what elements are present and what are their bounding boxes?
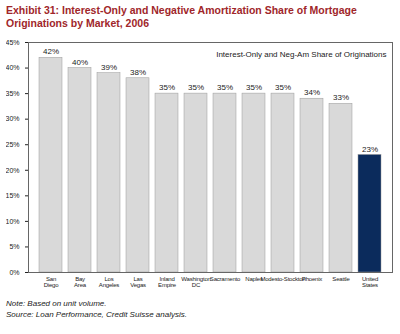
svg-text:BayArea: BayArea <box>74 276 87 288</box>
svg-text:0%: 0% <box>9 269 19 276</box>
svg-text:38%: 38% <box>130 68 146 77</box>
html-text:Exhibit 31: Interest-Only and: Exhibit 31: Interest-Only and Negative A… <box>6 4 357 29</box>
svg-text:SanDiego: SanDiego <box>44 276 60 288</box>
svg-text:WashingtonDC: WashingtonDC <box>181 276 210 288</box>
svg-text:InlandEmpire: InlandEmpire <box>158 276 177 288</box>
svg-text:35%: 35% <box>159 83 175 92</box>
svg-text:45%: 45% <box>6 39 20 46</box>
svg-text:35%: 35% <box>188 83 204 92</box>
svg-text:Sacramento: Sacramento <box>210 276 241 282</box>
svg-text:20%: 20% <box>6 167 20 174</box>
svg-text:Interest-Only and Neg-Am Share: Interest-Only and Neg-Am Share of Origin… <box>216 50 386 59</box>
svg-text:40%: 40% <box>6 64 20 71</box>
svg-text:34%: 34% <box>304 88 320 97</box>
svg-text:Modesto-Stockton: Modesto-Stockton <box>260 276 305 282</box>
svg-text:LosAngeles: LosAngeles <box>99 276 119 288</box>
html-text:Source: Loan Performance, Cred: Source: Loan Performance, Credit Suisse … <box>6 310 187 319</box>
svg-text:39%: 39% <box>101 63 117 72</box>
svg-text:LasVegas: LasVegas <box>130 276 146 288</box>
svg-text:Naples: Naples <box>245 275 263 282</box>
svg-text:23%: 23% <box>362 145 378 154</box>
svg-text:25%: 25% <box>6 141 20 148</box>
svg-text:35%: 35% <box>6 90 20 97</box>
svg-text:15%: 15% <box>6 192 20 199</box>
svg-text:10%: 10% <box>6 218 20 225</box>
svg-text:Phoenix: Phoenix <box>302 276 322 282</box>
svg-text:35%: 35% <box>217 83 233 92</box>
svg-text:UnitedStates: UnitedStates <box>362 276 378 288</box>
html-text:Note: Based on unit volume.: Note: Based on unit volume. <box>6 299 107 308</box>
svg-text:35%: 35% <box>275 83 291 92</box>
svg-text:5%: 5% <box>9 243 19 250</box>
svg-text:30%: 30% <box>6 115 20 122</box>
svg-text:40%: 40% <box>72 58 88 67</box>
svg-text:33%: 33% <box>333 93 349 102</box>
svg-text:35%: 35% <box>246 83 262 92</box>
svg-text:Seattle: Seattle <box>332 276 350 282</box>
svg-text:42%: 42% <box>43 47 59 56</box>
